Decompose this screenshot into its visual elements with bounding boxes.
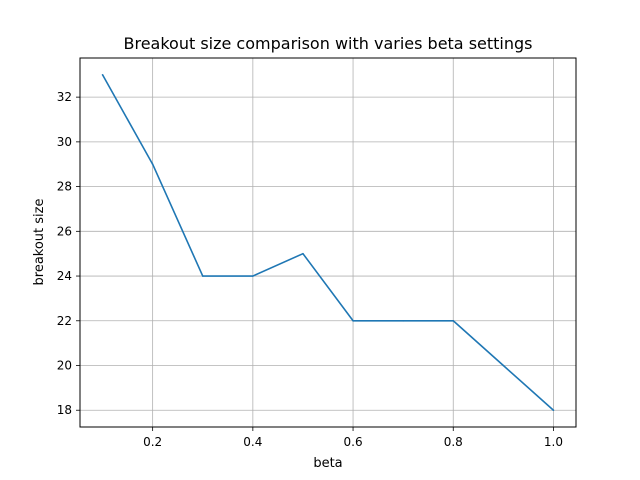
data-point [552, 409, 555, 412]
plot-frame [79, 57, 577, 428]
x-tick-label: 0.6 [344, 435, 363, 449]
x-tick-label: 1.0 [544, 435, 563, 449]
data-point [302, 252, 304, 255]
data-point [151, 163, 154, 166]
y-tick-label: 32 [57, 90, 72, 104]
y-axis: 18 20 22 24 26 28 30 32 [57, 90, 80, 417]
data-point [252, 275, 254, 277]
data-point [201, 275, 204, 277]
y-tick-label: 24 [57, 269, 72, 283]
x-tick-label: 0.2 [143, 435, 162, 449]
chart-title: Breakout size comparison with varies bet… [123, 34, 532, 53]
data-point [502, 364, 505, 367]
data-point [352, 319, 354, 322]
y-tick-label: 30 [57, 135, 72, 149]
series-layer [101, 73, 555, 412]
data-point [402, 319, 404, 322]
x-axis: 0.2 0.4 0.6 0.8 1.0 [143, 427, 563, 449]
x-tick-label: 0.8 [444, 435, 463, 449]
y-tick-label: 18 [57, 403, 72, 417]
data-point [452, 319, 455, 322]
y-tick-label: 26 [57, 224, 72, 238]
x-axis-label: beta [313, 456, 342, 471]
y-tick-label: 22 [57, 314, 72, 328]
y-tick-label: 28 [57, 180, 72, 194]
grid [80, 58, 576, 427]
x-tick-label: 0.4 [243, 435, 262, 449]
y-tick-label: 20 [57, 359, 72, 373]
series-line [101, 74, 554, 411]
data-point [101, 73, 104, 76]
y-axis-label: breakout size [32, 199, 47, 286]
